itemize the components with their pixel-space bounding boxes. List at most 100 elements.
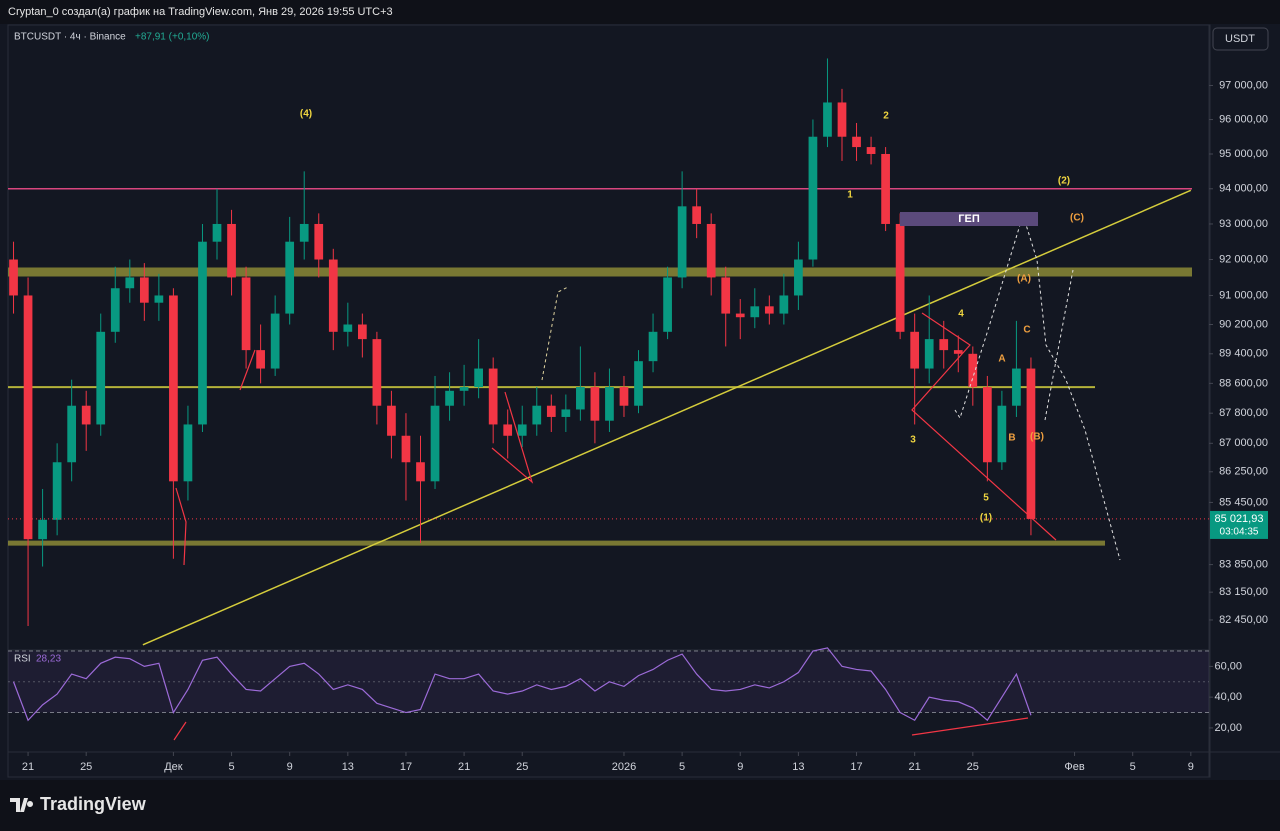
countdown-label: 03:04:35: [1220, 527, 1259, 538]
candle-body: [794, 259, 803, 296]
candle-body: [183, 424, 193, 482]
wave-label: (C): [1070, 213, 1084, 224]
wave-label: 1: [847, 190, 853, 201]
candle-body: [110, 288, 120, 332]
candle-body: [169, 295, 178, 482]
price-tick-label: 82 450,00: [1219, 614, 1268, 626]
candle-body: [881, 153, 890, 224]
rsi-value: 28,23: [36, 654, 61, 665]
candle-body: [488, 368, 498, 425]
candle-body: [256, 350, 265, 369]
time-tick-label: 9: [287, 761, 293, 773]
wave-label: 4: [958, 309, 964, 320]
price-tick-label: 92 000,00: [1219, 253, 1268, 265]
candle-body: [96, 331, 106, 425]
currency-button[interactable]: [1212, 27, 1269, 51]
candle-body: [866, 147, 876, 154]
red-line: [173, 721, 187, 741]
candle-body: [139, 277, 149, 303]
price-tick-label: 88 600,00: [1219, 377, 1268, 389]
candle-body: [808, 136, 818, 260]
time-tick-label: 13: [792, 761, 804, 773]
time-tick-label: 13: [342, 761, 354, 773]
wave-labels: (4) 2 1 (2) (C) (A) 4 3 5 (1) A B C (B) …: [300, 109, 1084, 524]
candle-body: [23, 295, 33, 540]
rsi-tick-label: 40,00: [1214, 691, 1242, 703]
currency-label[interactable]: USDT: [1225, 33, 1255, 45]
candle-body: [67, 405, 77, 463]
candle-body: [721, 277, 731, 314]
gap-label: ГЕП: [958, 213, 980, 225]
time-tick-label: 9: [737, 761, 743, 773]
candle-body: [706, 223, 716, 278]
projection: [541, 286, 569, 381]
candle-body: [328, 259, 338, 332]
logo-mark: [10, 798, 34, 812]
candle-body: [401, 435, 411, 463]
wave-label: 5: [983, 493, 989, 504]
candle-body: [663, 277, 672, 332]
red-line: [911, 717, 1029, 736]
candle-body: [939, 339, 949, 351]
rsi-tick-label: 20,00: [1214, 722, 1242, 734]
candle-body: [241, 277, 251, 351]
symbol-info: BTCUSDT · 4ч · Binance: [14, 32, 126, 43]
price-tick-label: 89 400,00: [1219, 348, 1268, 360]
candle-body: [372, 339, 382, 406]
candle-body: [532, 405, 542, 425]
rsi-tick-label: 60,00: [1214, 660, 1242, 672]
time-tick-label: 17: [850, 761, 862, 773]
candle-body: [1026, 368, 1036, 519]
price-tick-label: 83 850,00: [1219, 558, 1268, 570]
candle-body: [852, 136, 861, 148]
candle-body: [823, 102, 832, 137]
time-tick-label: 5: [1130, 761, 1136, 773]
trendline: [142, 189, 1192, 646]
time-tick-label: Фев: [1064, 761, 1084, 773]
candle-body: [38, 519, 47, 540]
price-tick-label: 94 000,00: [1219, 183, 1268, 195]
drawings: [173, 212, 1121, 741]
time-tick-label: 21: [909, 761, 921, 773]
candle-body: [503, 424, 513, 436]
candle-body: [357, 324, 367, 340]
candle-body: [735, 313, 745, 318]
candle-body: [634, 361, 643, 406]
candle-body: [924, 339, 934, 369]
time-tick-label: 25: [516, 761, 528, 773]
symbol-change: +87,91 (+0,10%): [135, 32, 210, 43]
time-tick-label: 5: [679, 761, 685, 773]
candle-body: [895, 223, 905, 332]
price-tick-label: 85 450,00: [1219, 496, 1268, 508]
wave-label: B: [1008, 433, 1015, 444]
wave-label: (4): [300, 109, 312, 120]
candle-body: [227, 223, 236, 278]
red-line: [175, 487, 187, 566]
candle-body: [343, 324, 353, 332]
price-tick-label: 87 000,00: [1219, 437, 1268, 449]
candle-body: [416, 462, 425, 482]
candle-body: [299, 223, 309, 242]
candle-body: [968, 353, 978, 388]
candle-body: [474, 368, 483, 388]
candle-body: [285, 241, 295, 314]
brand-name: TradingView: [40, 794, 147, 814]
time-tick-label: 17: [400, 761, 412, 773]
candle-body: [314, 223, 324, 260]
time-tick-label: 21: [22, 761, 34, 773]
candle-body: [605, 387, 614, 421]
candle-body: [270, 313, 280, 369]
price-tick-label: 96 000,00: [1219, 113, 1268, 125]
header-bar: [0, 0, 1280, 24]
candle-body: [750, 306, 760, 318]
candle-body: [677, 206, 687, 278]
candle-body: [1012, 368, 1021, 406]
wave-label: 3: [910, 435, 916, 446]
time-tick-label: 5: [228, 761, 234, 773]
last-price-box: [1210, 510, 1268, 539]
time-tick-label: 25: [80, 761, 92, 773]
price-tick-label: 93 000,00: [1219, 218, 1268, 230]
wave-label: (B): [1030, 432, 1044, 443]
candle-body: [837, 102, 847, 137]
